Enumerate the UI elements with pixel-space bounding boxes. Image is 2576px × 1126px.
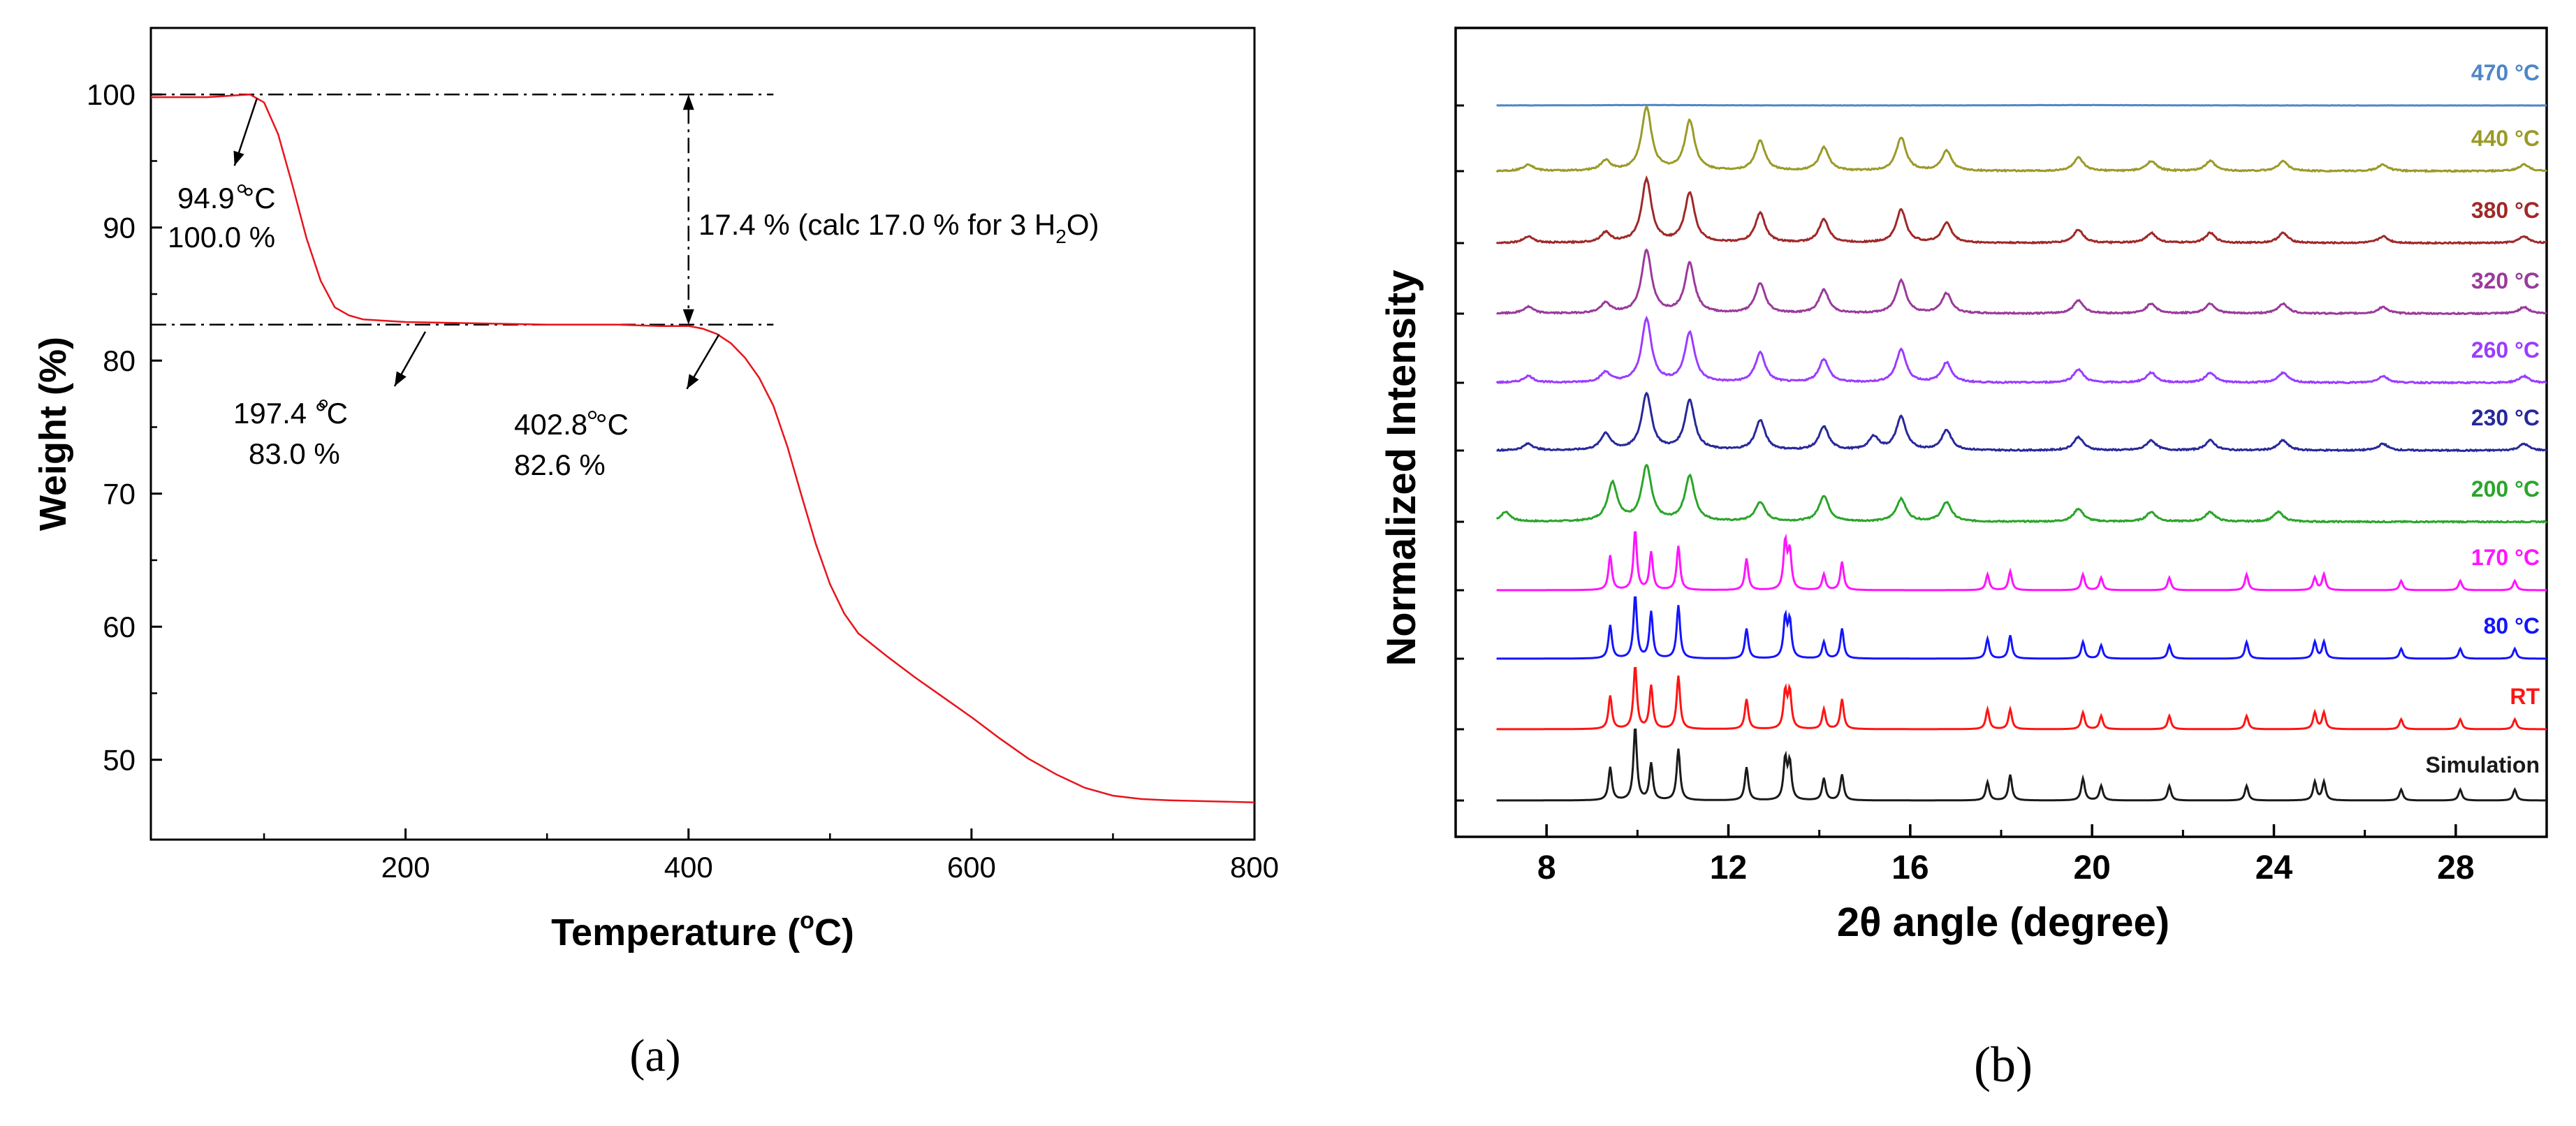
tga-y-tick-label-5: 100: [87, 78, 136, 111]
tga-y-tick-label-0: 50: [103, 744, 136, 777]
tga-loss-text-post: O): [1067, 208, 1099, 241]
tga-y-axis-label: Weight (%): [32, 337, 74, 531]
tga-annot-decomp-weight: 82.6 %: [514, 448, 606, 481]
xrd-series-label-8: 380 °C: [2471, 198, 2540, 223]
tga-x-tick-label-3: 800: [1230, 851, 1279, 884]
xrd-trace-0: [1496, 728, 2547, 802]
tga-x-ticks: 200 400 600 800: [263, 828, 1279, 884]
xrd-series-label-9: 440 °C: [2471, 126, 2540, 151]
tga-loss-arrow-head-down: [682, 309, 694, 325]
xrd-trace-8: [1495, 175, 2547, 246]
tga-y-tick-label-1: 60: [103, 610, 136, 643]
xrd-series-label-3: 170 °C: [2471, 545, 2540, 570]
tga-annot-peak-temp: 94.9 °C: [177, 182, 276, 214]
xrd-x-tick-label-4: 24: [2255, 849, 2293, 886]
xrd-x-tick-label-3: 20: [2073, 849, 2110, 886]
xrd-series-label-6: 260 °C: [2471, 337, 2540, 363]
panel-a-label: (a): [629, 1030, 680, 1081]
tga-degree-mark-0: [237, 184, 246, 193]
tga-degree-mark-1: [319, 400, 328, 408]
xrd-trace-9: [1495, 103, 2547, 174]
xrd-trace-1: [1496, 666, 2547, 731]
xrd-trace-4: [1495, 463, 2548, 525]
tga-x-label-pre: Temperature (: [551, 912, 800, 953]
tga-annot-decomp-temp: 402.8 °C: [514, 408, 629, 441]
xrd-series-label-10: 470 °C: [2471, 60, 2540, 85]
tga-x-tick-label-2: 600: [947, 851, 996, 884]
xrd-trace-3: [1496, 531, 2547, 592]
tga-annot-plateau-temp: 197.4 °C: [233, 397, 348, 430]
xrd-series-label-2: 80 °C: [2484, 613, 2540, 638]
xrd-chart: Simulation RT 80 °C 170 °C 200 °C 230 °C 260 °…: [1379, 27, 2548, 1092]
xrd-traces: [1495, 103, 2548, 802]
tga-plot-frame: [149, 27, 1256, 841]
tga-x-axis-label: Temperature (oC): [551, 907, 854, 953]
xrd-x-tick-label-2: 16: [1891, 849, 1929, 886]
tga-degree-mark-2: [588, 411, 597, 419]
tga-y-ticks: 50 60 70 80 90 100: [87, 78, 162, 777]
tga-annot-peak-weight: 100.0 %: [168, 221, 275, 254]
tga-x-tick-label-0: 200: [381, 851, 430, 884]
tga-loss-text-sub: 2: [1055, 226, 1067, 247]
xrd-plot-frame: [1454, 27, 2548, 838]
tga-y-tick-label-3: 80: [103, 344, 136, 377]
panel-b-label: (b): [1974, 1037, 2033, 1092]
xrd-trace-5: [1496, 391, 2548, 453]
xrd-x-tick-label-1: 12: [1710, 849, 1747, 886]
tga-arrow-plateau-head: [394, 371, 407, 386]
xrd-trace-6: [1495, 315, 2547, 385]
xrd-x-ticks: 8 12 16 20 24 28: [1454, 104, 2548, 886]
tga-x-tick-label-1: 400: [664, 851, 713, 884]
tga-curve: [151, 93, 1255, 803]
tga-arrow-decomp-head: [687, 374, 699, 389]
tga-arrow-peak-head: [233, 150, 244, 166]
xrd-y-axis-label: Normalized Intensity: [1379, 270, 1424, 666]
xrd-series-label-1: RT: [2510, 684, 2540, 709]
xrd-x-axis-label: 2θ angle (degree): [1837, 900, 2169, 945]
xrd-series-label-4: 200 °C: [2471, 476, 2540, 502]
tga-annotations: 94.9 °C 100.0 % 197.4 °C 83.0 % 402.8 °C 82.6…: [168, 94, 1099, 481]
tga-y-tick-label-4: 90: [103, 212, 136, 244]
tga-loss-text-pre: 17.4 % (calc 17.0 % for 3 H: [698, 208, 1055, 241]
xrd-series-label-0: Simulation: [2425, 752, 2540, 777]
tga-weight-loss-label: 17.4 % (calc 17.0 % for 3 H2O): [698, 208, 1099, 247]
tga-loss-arrow-head-up: [682, 94, 694, 110]
xrd-trace-7: [1496, 248, 2547, 316]
xrd-series-label-7: 320 °C: [2471, 268, 2540, 293]
xrd-series-labels: Simulation RT 80 °C 170 °C 200 °C 230 °C 260 °…: [2425, 60, 2540, 777]
xrd-x-tick-label-5: 28: [2437, 849, 2474, 886]
tga-annot-plateau-weight: 83.0 %: [249, 437, 340, 470]
tga-x-label-degree: o: [800, 907, 814, 934]
tga-x-label-post: C): [814, 912, 854, 953]
xrd-x-tick-label-0: 8: [1537, 849, 1556, 886]
xrd-trace-2: [1496, 596, 2547, 660]
tga-y-tick-label-2: 70: [103, 478, 136, 511]
xrd-series-label-5: 230 °C: [2471, 405, 2540, 430]
tga-chart: 50 60 70 80 90 100 200 400 600 800 94.9 °C 100.0 …: [32, 27, 1279, 1081]
